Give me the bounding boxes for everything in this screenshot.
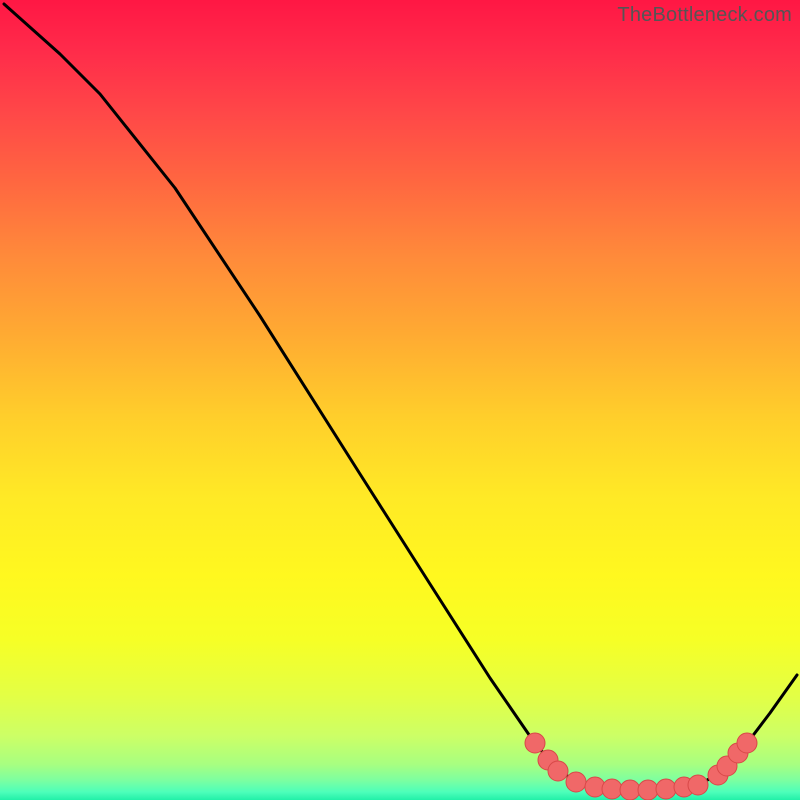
bottleneck-chart: TheBottleneck.com [0,0,800,800]
marker-point [656,779,676,799]
marker-point [525,733,545,753]
chart-overlay [0,0,800,800]
marker-point [566,772,586,792]
marker-point [737,733,757,753]
marker-point [638,780,658,800]
marker-points [525,733,757,800]
marker-point [602,779,622,799]
bottleneck-curve [4,4,797,789]
marker-point [688,775,708,795]
marker-point [620,780,640,800]
watermark-text: TheBottleneck.com [617,4,792,27]
marker-point [548,761,568,781]
